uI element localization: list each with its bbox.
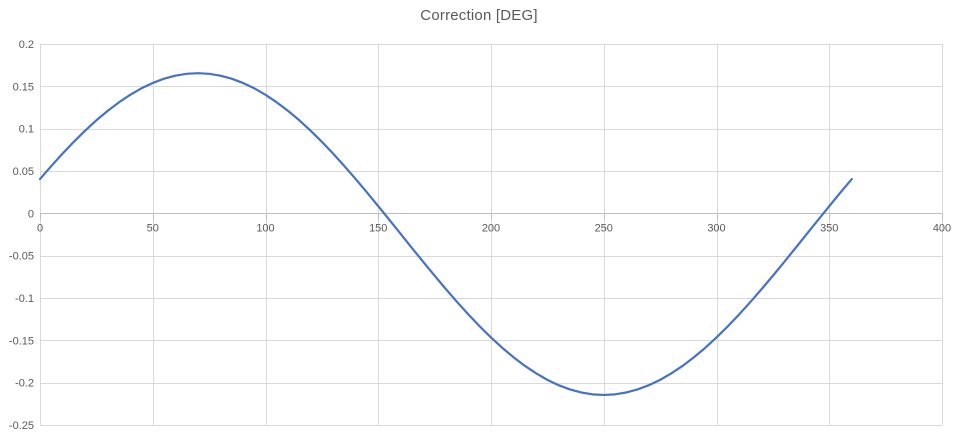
x-axis-labels: 0 50 100 150 200 250 300 350 400 bbox=[37, 223, 951, 235]
x-axis-tick-label: 250 bbox=[595, 223, 613, 235]
x-axis-tick-label: 200 bbox=[482, 223, 500, 235]
y-axis-tick-label: 0.05 bbox=[13, 166, 34, 178]
y-axis-tick-label: -0.15 bbox=[9, 335, 34, 347]
y-axis-tick-label: 0 bbox=[28, 208, 34, 220]
y-axis-tick-label: 0.1 bbox=[19, 124, 34, 136]
y-axis-tick-label: 0.2 bbox=[19, 39, 34, 51]
y-axis-tick-label: 0.15 bbox=[13, 81, 34, 93]
x-axis-tick-label: 50 bbox=[147, 223, 159, 235]
gridlines bbox=[40, 44, 943, 426]
y-axis-tick-label: -0.25 bbox=[9, 420, 34, 432]
y-axis-tick-label: -0.2 bbox=[15, 378, 34, 390]
chart-title: Correction [DEG] bbox=[420, 7, 538, 24]
series-line-correction bbox=[38, 72, 853, 397]
y-axis-tick-label: -0.1 bbox=[15, 293, 34, 305]
x-axis-tick-label: 150 bbox=[369, 223, 387, 235]
x-axis-tick-label: 0 bbox=[37, 223, 43, 235]
x-axis bbox=[40, 213, 943, 220]
y-axis-tick-label: -0.05 bbox=[9, 251, 34, 263]
x-axis-tick-label: 400 bbox=[933, 223, 951, 235]
y-axis-labels: 0.2 0.15 0.1 0.05 0 -0.05 -0.1 -0.15 -0.2 -0.25 bbox=[9, 39, 34, 432]
x-axis-tick-label: 100 bbox=[256, 223, 274, 235]
x-axis-tick-label: 350 bbox=[820, 223, 838, 235]
x-axis-tick-label: 300 bbox=[707, 223, 725, 235]
